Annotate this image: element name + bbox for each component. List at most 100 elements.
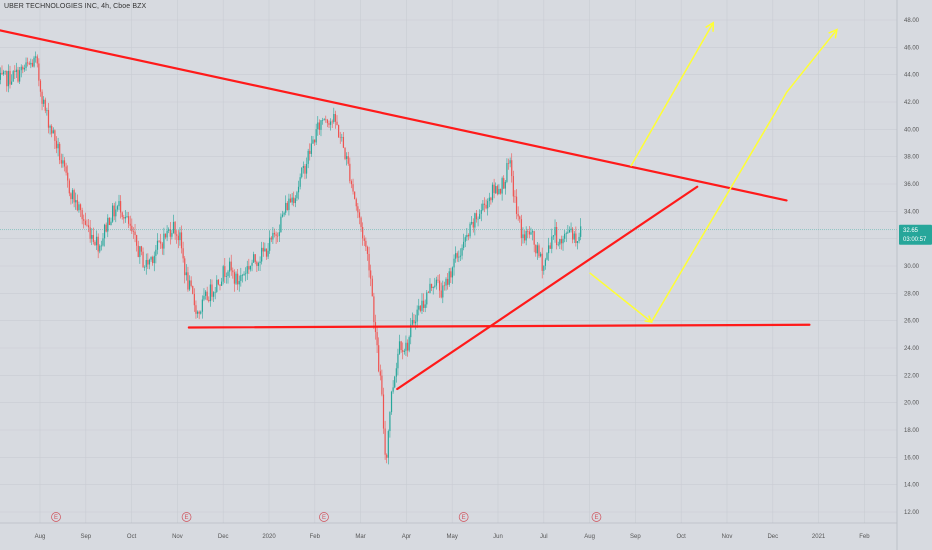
candle-body <box>155 249 157 256</box>
candle-body <box>285 202 287 213</box>
candle-body <box>456 253 458 258</box>
candle-body <box>107 217 109 232</box>
candle-body <box>164 233 167 238</box>
candle-body <box>511 160 513 177</box>
candle-body <box>217 279 219 285</box>
arrow-vertex-head <box>644 315 653 324</box>
candle-body <box>293 197 295 204</box>
candle-body <box>209 284 211 302</box>
candle-body <box>57 143 59 149</box>
x-tick-label: Jul <box>540 534 548 540</box>
candle-body <box>124 217 127 219</box>
earnings-marker-icon <box>181 512 192 522</box>
candle-body <box>387 431 389 458</box>
candle-body <box>192 285 194 294</box>
candle-body <box>414 321 417 324</box>
candle-body <box>153 255 155 264</box>
candle-body <box>474 213 476 228</box>
candle-body <box>20 66 22 71</box>
candle-body <box>336 121 338 126</box>
last-price-tag: 32.65 03:00:57 <box>899 224 932 245</box>
candle-body <box>557 244 559 246</box>
candle-body <box>535 244 537 254</box>
candle-body <box>313 139 316 143</box>
candle-body <box>517 213 519 217</box>
candle-body <box>376 332 378 346</box>
candle-body <box>283 212 285 215</box>
candle-body <box>78 204 80 211</box>
candle-body <box>1 72 3 75</box>
candle-body <box>49 126 51 128</box>
candle-body <box>434 285 436 287</box>
candle-body <box>288 198 290 211</box>
candle-body <box>381 375 383 395</box>
candle-body <box>137 245 139 257</box>
candle-body <box>549 245 551 249</box>
y-tick-label: 14.00 <box>904 483 920 489</box>
candle-body <box>504 181 506 189</box>
candle-body <box>245 273 247 275</box>
candle-body <box>41 91 43 104</box>
candle-body <box>363 238 365 241</box>
candle-body <box>483 203 486 205</box>
candle-body <box>97 236 99 252</box>
candle-body <box>277 235 279 237</box>
candle-body <box>439 280 441 291</box>
candle-body <box>235 273 237 284</box>
candle-body <box>60 160 62 164</box>
candle-body <box>92 234 94 242</box>
candle-body <box>403 350 405 352</box>
candle-body <box>349 163 351 182</box>
candle-body <box>54 130 56 141</box>
y-tick-label: 44.00 <box>904 73 920 79</box>
candle-body <box>370 270 372 279</box>
candle-body <box>368 253 370 271</box>
candle-body <box>38 63 40 81</box>
candle-body <box>328 123 330 125</box>
x-tick-label: Nov <box>722 534 733 540</box>
candle-body <box>455 253 457 259</box>
y-tick-label: 16.00 <box>904 455 920 461</box>
candle-body <box>7 70 9 87</box>
candle-body <box>546 253 548 260</box>
trendline <box>187 323 811 329</box>
candle-body <box>519 216 521 220</box>
x-tick-label: Jun <box>493 534 503 540</box>
candle-body <box>379 371 381 376</box>
candle-body <box>531 231 534 233</box>
earnings-marker-label: E <box>54 515 58 521</box>
drawings[interactable] <box>0 21 897 391</box>
candle-body <box>254 254 256 262</box>
candle-body <box>0 72 1 80</box>
candle-body <box>172 221 175 233</box>
candle-body <box>108 217 110 226</box>
candle-body <box>105 224 107 232</box>
candle-body <box>126 216 128 218</box>
candle-body <box>19 70 21 82</box>
candle-body <box>560 239 563 244</box>
candle-body <box>87 225 90 228</box>
candle-body <box>453 258 455 268</box>
candle-body <box>9 70 11 85</box>
candle-body <box>570 228 572 231</box>
candle-body <box>17 69 19 82</box>
candle-body <box>467 234 470 237</box>
x-tick-label: Nov <box>172 534 183 540</box>
candle-body <box>378 345 380 372</box>
x-tick-label: Aug <box>584 534 595 540</box>
candle-body <box>171 232 173 237</box>
candle-body <box>14 71 16 72</box>
candle-body <box>89 227 91 239</box>
candle-body <box>552 235 555 237</box>
candle-body <box>382 394 385 429</box>
candle-body <box>79 204 82 211</box>
candle-body <box>522 234 524 239</box>
y-tick-label: 28.00 <box>904 291 920 297</box>
candle-body <box>46 110 48 111</box>
candle-body <box>463 241 465 248</box>
candle-body <box>140 246 143 252</box>
candle-body <box>35 56 37 58</box>
